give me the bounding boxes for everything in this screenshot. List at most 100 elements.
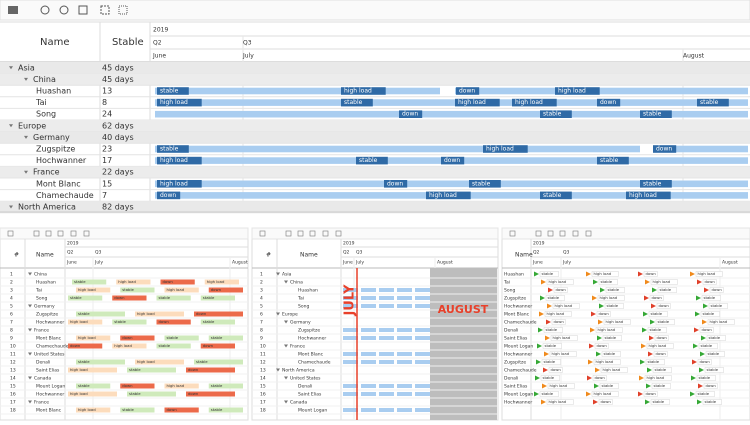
- segment-label-bg: [545, 295, 565, 301]
- segment-label-bg: [551, 319, 566, 325]
- status-marker: [651, 303, 656, 309]
- gantt-bar: [379, 392, 394, 396]
- panel-tool-button[interactable]: [335, 230, 342, 237]
- panel-tool-button[interactable]: [259, 230, 266, 237]
- row-number: 13: [260, 368, 266, 374]
- fit-button[interactable]: [78, 5, 88, 15]
- current-marker: JULY: [343, 284, 358, 317]
- panel-tool-button[interactable]: [559, 230, 566, 237]
- expand-button[interactable]: [100, 5, 110, 15]
- gantt-bar: [160, 279, 195, 285]
- row-name: Mont Blanc: [36, 179, 81, 188]
- row-number: 4: [260, 296, 263, 302]
- segment-label-bg: [697, 359, 712, 365]
- gantt-bar: [68, 319, 103, 325]
- segment-label: high load: [549, 399, 567, 404]
- gantt-bar: [76, 359, 125, 365]
- gantt-bar: [397, 288, 412, 292]
- segment-label: down: [551, 367, 562, 372]
- timeline-quarter: Q2: [533, 250, 540, 256]
- panel-tool-button[interactable]: [70, 230, 77, 237]
- status-marker: [594, 383, 599, 389]
- panel-tool-button[interactable]: [33, 230, 40, 237]
- segment-label-bg: [643, 271, 658, 277]
- panel-tool-button[interactable]: [535, 230, 542, 237]
- panel-toolbar: [501, 227, 750, 240]
- segment-label-bg: [657, 287, 677, 293]
- panel-tool-button[interactable]: [297, 230, 304, 237]
- segment-label-bg: [646, 343, 674, 349]
- gantt-bar: [135, 311, 184, 317]
- segment-label: stable: [654, 383, 666, 388]
- segment-label: stable: [129, 391, 141, 396]
- segment-label: stable: [114, 319, 126, 324]
- segment-label: down: [702, 327, 713, 332]
- row-name: Mont Blanc: [298, 352, 324, 358]
- panel-tool-button[interactable]: [45, 230, 52, 237]
- segment-label-bg: [596, 311, 611, 317]
- segment-label: stable: [650, 327, 662, 332]
- segment-label-bg: [697, 98, 729, 107]
- panel-tool-button[interactable]: [572, 230, 579, 237]
- segment-label-bg: [644, 375, 672, 381]
- expand-caret: [276, 368, 280, 372]
- zoom-in-button[interactable]: [40, 5, 50, 15]
- segment-label: stable: [472, 180, 491, 187]
- segment-label: high load: [558, 88, 586, 95]
- panel-tool-button[interactable]: [322, 230, 329, 237]
- panel-tool-button[interactable]: [83, 230, 90, 237]
- column-header: Name: [515, 252, 533, 259]
- status-marker: [639, 375, 644, 381]
- panel-tool-button[interactable]: [585, 230, 592, 237]
- panel-tool-button[interactable]: [7, 230, 14, 237]
- expand-caret: [28, 376, 32, 380]
- gantt-bar: [112, 295, 147, 301]
- segment-label-bg: [640, 180, 672, 188]
- segment-label: stable: [604, 351, 616, 356]
- status-marker: [701, 335, 706, 341]
- gantt-bar: [361, 360, 376, 364]
- gantt-bar: [127, 391, 176, 397]
- panel-tool-button[interactable]: [309, 230, 316, 237]
- gantt-bar: [204, 279, 239, 285]
- row-stable: 62 days: [102, 121, 134, 130]
- segment-label-bg: [656, 303, 671, 309]
- zoom-out-button[interactable]: [59, 5, 69, 15]
- segment-label: stable: [544, 359, 556, 364]
- segment-label-bg: [604, 303, 624, 309]
- segment-label: stable: [167, 335, 179, 340]
- collapse-button[interactable]: [118, 5, 128, 15]
- gantt-bar: [361, 288, 376, 292]
- group-row-bg: [0, 62, 750, 74]
- segment-label-bg: [540, 375, 560, 381]
- highlight-region: [430, 268, 497, 420]
- panel-tool-button[interactable]: [509, 230, 516, 237]
- timeline-year: 2019: [533, 241, 545, 247]
- status-marker: [646, 383, 651, 389]
- segment-label: down: [122, 383, 133, 388]
- row-name: Huashan: [298, 288, 318, 294]
- timeline-month: June: [66, 260, 77, 266]
- row-name: Mount Logan: [36, 384, 65, 390]
- status-marker: [540, 295, 545, 301]
- segment-label: high load: [555, 303, 573, 308]
- segment-label-bg: [341, 87, 386, 95]
- row-name: Saint Elias: [504, 384, 528, 390]
- segment-label-bg: [702, 279, 717, 285]
- status-marker: [547, 303, 552, 309]
- segment-label-bg: [708, 303, 728, 309]
- segment-label: high load: [486, 146, 514, 153]
- segment-label-bg: [548, 367, 563, 373]
- panel-tool-button[interactable]: [285, 230, 292, 237]
- panel-tool-button[interactable]: [547, 230, 554, 237]
- segment-label: stable: [78, 311, 90, 316]
- print-button[interactable]: [8, 6, 18, 14]
- segment-label: high load: [78, 335, 96, 340]
- row-name: Denali: [504, 328, 518, 334]
- gantt-bar: [415, 336, 430, 340]
- row-name: Tai: [35, 288, 42, 294]
- row-name: Song: [36, 296, 47, 302]
- panel-tool-button[interactable]: [57, 230, 64, 237]
- timeline-year: 2019: [343, 241, 355, 247]
